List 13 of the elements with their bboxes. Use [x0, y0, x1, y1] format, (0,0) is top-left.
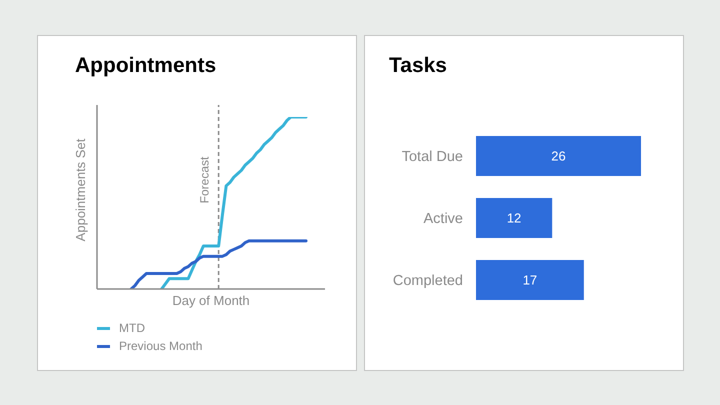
chart-title: Appointments	[75, 54, 216, 77]
x-axis-title: Day of Month	[172, 293, 250, 308]
legend-label: Previous Month	[119, 339, 202, 353]
y-tick-label: Active	[424, 211, 463, 228]
y-tick-label: Completed	[392, 273, 463, 290]
annotation: Forecast	[198, 156, 212, 204]
y-axis-title: Appointments Set	[72, 138, 88, 242]
data-label: 12	[506, 210, 522, 226]
data-label: 17	[522, 272, 538, 288]
data-label: 26	[551, 148, 566, 164]
y-tick-label: Total Due	[402, 149, 463, 166]
chart-title: Tasks	[389, 54, 447, 77]
legend-label: MTD	[119, 321, 145, 335]
